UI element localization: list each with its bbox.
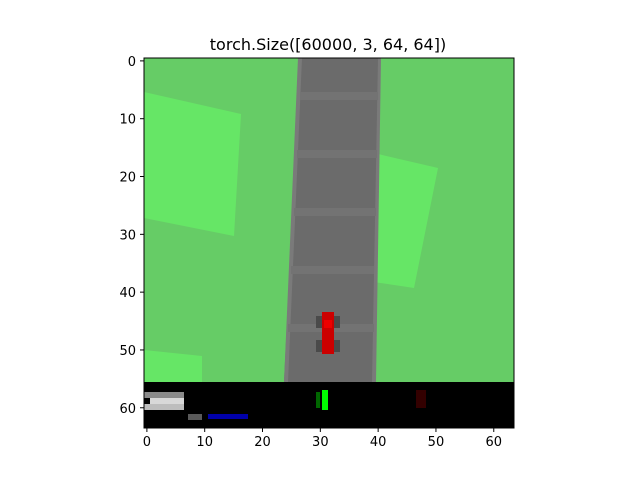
hud-block (188, 414, 202, 420)
y-tick-label: 40 (119, 286, 136, 301)
y-tick-label: 20 (119, 171, 136, 186)
car-body-highlight (324, 320, 332, 328)
figure-title: torch.Size([60000, 3, 64, 64]) (210, 35, 446, 54)
hud-block (150, 398, 184, 404)
road-stripe (297, 150, 377, 158)
x-tick-label: 20 (254, 435, 271, 450)
hud-speed-bar (208, 414, 248, 419)
hud-brake-indicator (416, 390, 426, 408)
y-tick-label: 50 (119, 344, 136, 359)
car-body (322, 312, 334, 354)
car-sprite (316, 312, 340, 354)
grass-patch-bottom-left (144, 350, 202, 382)
x-tick-label: 40 (370, 435, 387, 450)
x-tick-label: 10 (196, 435, 213, 450)
y-axis-ticks: 0 10 20 30 40 50 60 (119, 55, 144, 417)
x-tick-label: 50 (428, 435, 445, 450)
hud-bar (144, 382, 514, 428)
axes-frame (143, 57, 515, 429)
road-stripe (291, 266, 374, 274)
x-axis-ticks: 0 10 20 30 40 50 60 (143, 428, 502, 450)
x-tick-label: 30 (312, 435, 329, 450)
road-stripe (300, 92, 378, 100)
game-frame-image (144, 58, 514, 428)
y-tick-label: 60 (119, 402, 136, 417)
hud-steering-indicator-glow (316, 392, 320, 408)
y-tick-label: 30 (119, 228, 136, 243)
road-edge-right (372, 58, 381, 382)
y-tick-label: 0 (128, 55, 136, 70)
grass-patch-left (144, 92, 241, 236)
road (284, 58, 380, 382)
hud-block (144, 404, 184, 410)
hud-steering-indicator (322, 390, 328, 410)
x-tick-label: 60 (485, 435, 502, 450)
road-stripe (294, 208, 376, 216)
y-tick-label: 10 (119, 113, 136, 128)
hud-block (144, 392, 184, 398)
road-edge-left (284, 58, 302, 382)
x-tick-label: 0 (143, 435, 151, 450)
hud-score-blocks (144, 392, 248, 420)
grass-patch-right (374, 154, 438, 288)
